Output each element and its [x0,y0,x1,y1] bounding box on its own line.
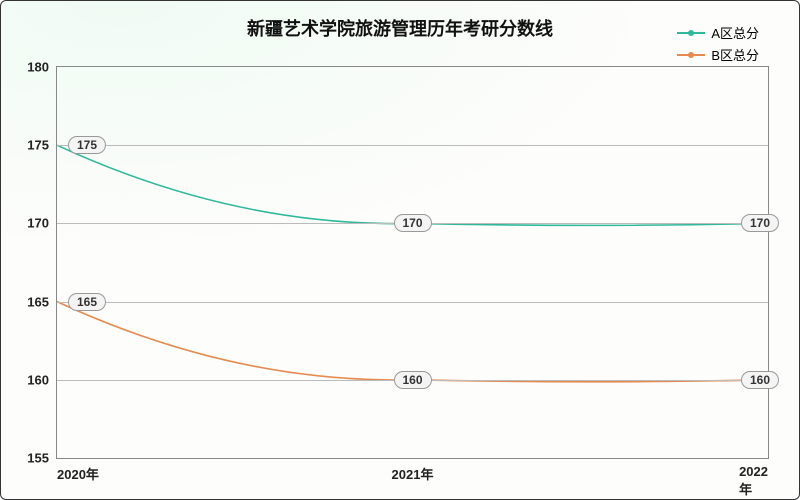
data-point-label: 170 [741,214,779,232]
legend-item: A区总分 [677,23,759,42]
legend: A区总分 B区总分 [677,23,759,67]
series-line [57,145,768,225]
y-tick-label: 175 [27,138,49,153]
chart-lines-svg [57,67,768,458]
legend-item: B区总分 [677,45,759,64]
legend-label: A区总分 [711,23,759,42]
data-point-label: 170 [393,214,431,232]
chart-title: 新疆艺术学院旅游管理历年考研分数线 [247,15,553,41]
x-tick-label: 2020年 [57,464,99,483]
data-point-label: 165 [68,293,106,311]
x-tick-label: 2022年 [739,464,768,498]
y-tick-label: 160 [27,372,49,387]
y-tick-label: 180 [27,60,49,75]
chart-container: 新疆艺术学院旅游管理历年考研分数线 A区总分 B区总分 155 160 165 170 1… [0,0,800,500]
y-tick-label: 165 [27,294,49,309]
gridline [57,302,768,303]
data-point-label: 160 [393,371,431,389]
y-tick-label: 155 [27,451,49,466]
y-tick-label: 170 [27,216,49,231]
series-line [57,302,768,382]
plot-area: 1551601651701751802020年2021年2022年1751701… [56,66,769,459]
legend-marker-icon [677,32,705,34]
data-point-label: 160 [741,371,779,389]
x-tick-label: 2021年 [392,464,434,483]
gridline [57,145,768,146]
legend-label: B区总分 [711,45,759,64]
legend-marker-icon [677,54,705,56]
data-point-label: 175 [68,136,106,154]
